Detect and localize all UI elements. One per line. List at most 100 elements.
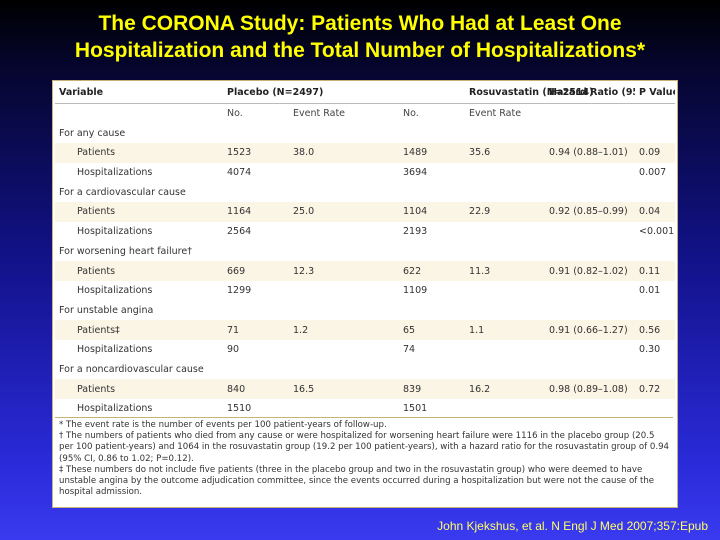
cell-p: 0.11 [635, 261, 675, 281]
cell-p-no: 1164 [223, 202, 289, 222]
cell-p-no: 90 [223, 339, 289, 360]
cell-p: 0.007 [635, 162, 675, 183]
cell-r-rate [465, 399, 542, 414]
cell-p-rate: 38.0 [289, 143, 399, 163]
table-row: Hospitalizations 1510 1501 [55, 399, 675, 414]
header-row: Variable Placebo (N=2497) Rosuvastatin (… [55, 83, 675, 104]
cell-p [635, 241, 675, 262]
cell-p: <0.001 [635, 221, 675, 242]
row-label: Patients [55, 143, 223, 163]
citation: John Kjekshus, et al. N Engl J Med 2007;… [437, 519, 708, 533]
table-row: Hospitalizations 2564 2193 <0.001 [55, 221, 675, 242]
cell-r-no: 3694 [399, 162, 466, 183]
cell-p: 0.09 [635, 143, 675, 163]
table-body: For any cause Patients 1523 38.0 1489 35.6 0.9… [55, 123, 675, 414]
results-table-container: Variable Placebo (N=2497) Rosuvastatin (… [55, 83, 675, 414]
cell-hr: 0.98 (0.89–1.08) [541, 379, 636, 399]
cell-r-rate: 35.6 [465, 143, 542, 163]
header-hazard-ratio: Hazard Ratio (95% CI) [541, 83, 636, 104]
cell-hr [541, 280, 636, 301]
table-row: Patients‡ 71 1.2 65 1.1 0.91 (0.66–1.27) 0.56 [55, 320, 675, 340]
row-label: Patients‡ [55, 320, 223, 340]
table-row: Patients 840 16.5 839 16.2 0.98 (0.89–1.08) 0.… [55, 379, 675, 399]
row-label: Patients [55, 379, 223, 399]
cell-p-rate [289, 280, 399, 301]
cell-r-no: 1109 [399, 280, 466, 301]
cell-p-rate: 25.0 [289, 202, 399, 222]
cell-p-no: 2564 [223, 221, 289, 242]
group-label: For any cause [55, 123, 223, 144]
footnote-dagger: † The numbers of patients who died from … [59, 431, 670, 464]
cell-p: 0.72 [635, 379, 675, 399]
cell-r-no [399, 123, 466, 144]
group-label: For worsening heart failure† [55, 241, 223, 262]
subheader-placebo-rate: Event Rate [289, 103, 399, 124]
cell-r-no: 1501 [399, 399, 466, 414]
cell-r-rate: 1.1 [465, 320, 542, 340]
group-row: For any cause [55, 123, 675, 144]
cell-p [635, 359, 675, 380]
cell-p-no [223, 359, 289, 380]
cell-r-rate [465, 241, 542, 262]
cell-r-rate: 11.3 [465, 261, 542, 281]
row-label: Hospitalizations [55, 399, 223, 414]
table-row: Hospitalizations 4074 3694 0.007 [55, 162, 675, 183]
cell-p-rate [289, 123, 399, 144]
cell-r-no [399, 241, 466, 262]
cell-hr: 0.91 (0.66–1.27) [541, 320, 636, 340]
cell-p-no: 4074 [223, 162, 289, 183]
group-row: For unstable angina [55, 300, 675, 321]
cell-r-rate [465, 123, 542, 144]
group-row: For a cardiovascular cause [55, 182, 675, 203]
subheader-row: No. Event Rate No. Event Rate [55, 103, 675, 124]
footnotes: * The event rate is the number of events… [55, 417, 673, 505]
cell-hr [541, 182, 636, 203]
cell-p-no: 1299 [223, 280, 289, 301]
cell-r-rate [465, 280, 542, 301]
row-label: Patients [55, 261, 223, 281]
group-label: For a noncardiovascular cause [55, 359, 223, 380]
cell-r-rate [465, 339, 542, 360]
cell-hr [541, 123, 636, 144]
group-label: For unstable angina [55, 300, 223, 321]
cell-p: 0.01 [635, 280, 675, 301]
cell-r-no: 622 [399, 261, 466, 281]
header-rosuvastatin: Rosuvastatin (N=2514) [465, 83, 593, 104]
cell-r-no: 1489 [399, 143, 466, 163]
title-line-2: Hospitalization and the Total Number of … [74, 39, 646, 62]
row-label: Hospitalizations [55, 280, 223, 301]
cell-p-no: 71 [223, 320, 289, 340]
cell-p-no: 669 [223, 261, 289, 281]
results-table: Variable Placebo (N=2497) Rosuvastatin (… [55, 83, 675, 414]
cell-r-rate [465, 182, 542, 203]
cell-hr [541, 339, 636, 360]
cell-p: 0.04 [635, 202, 675, 222]
cell-p-rate: 1.2 [289, 320, 399, 340]
cell-p-rate [289, 399, 399, 414]
cell-r-no: 74 [399, 339, 466, 360]
cell-p [635, 123, 675, 144]
cell-r-no: 2193 [399, 221, 466, 242]
cell-p-rate: 12.3 [289, 261, 399, 281]
header-p-value: P Value [635, 83, 675, 104]
cell-p [635, 300, 675, 321]
cell-r-rate [465, 359, 542, 380]
row-label: Patients [55, 202, 223, 222]
cell-r-no [399, 182, 466, 203]
table-panel: Variable Placebo (N=2497) Rosuvastatin (… [52, 80, 678, 508]
cell-p [635, 182, 675, 203]
table-row: Hospitalizations 1299 1109 0.01 [55, 280, 675, 301]
group-row: For a noncardiovascular cause [55, 359, 675, 380]
cell-p-rate [289, 300, 399, 321]
header-placebo: Placebo (N=2497) [223, 83, 466, 104]
subheader-placebo-no: No. [223, 103, 289, 124]
cell-p-rate [289, 221, 399, 242]
subheader-rosu-no: No. [399, 103, 466, 124]
cell-p [635, 399, 675, 414]
row-label: Hospitalizations [55, 162, 223, 183]
cell-p-no [223, 182, 289, 203]
slide-title: The CORONA Study: Patients Who Had at Le… [0, 10, 720, 64]
cell-hr [541, 300, 636, 321]
cell-r-no: 839 [399, 379, 466, 399]
table-row: Patients 1523 38.0 1489 35.6 0.94 (0.88–1.01)… [55, 143, 675, 163]
